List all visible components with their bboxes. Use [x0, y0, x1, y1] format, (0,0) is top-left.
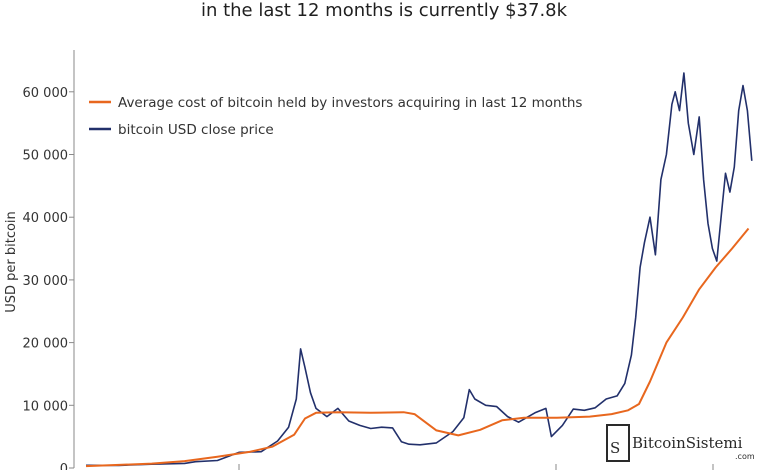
y-tick-label: 50 000 — [23, 149, 69, 164]
y-tick-label: 0 — [60, 462, 68, 470]
y-tick-label: 20 000 — [23, 337, 69, 352]
y-tick-label: 30 000 — [23, 274, 69, 289]
watermark-brand: BitcoinSistemi — [632, 434, 743, 452]
logo-letter: S — [610, 439, 620, 457]
y-tick-label: 60 000 — [23, 86, 69, 101]
y-axis-ticks: 0 10 000 20 000 30 000 40 000 50 000 60 000 — [23, 86, 74, 470]
axes — [73, 50, 714, 470]
legend: Average cost of bitcoin held by investor… — [89, 95, 582, 138]
watermark-suffix: .com — [735, 452, 755, 461]
series-line-average-cost — [85, 227, 750, 468]
series-lines — [85, 72, 753, 468]
legend-label: bitcoin USD close price — [118, 122, 274, 138]
legend-label: Average cost of bitcoin held by investor… — [118, 95, 582, 111]
y-axis-label: USD per bitcoin — [4, 211, 19, 313]
chart-title: in the last 12 months is currently $37.8… — [200, 0, 568, 21]
series-line-price — [85, 72, 753, 467]
y-tick-label: 10 000 — [23, 399, 69, 414]
watermark-logo: S BitcoinSistemi.com — [606, 424, 755, 462]
logo-mark — [606, 424, 630, 462]
y-tick-label: 40 000 — [23, 211, 69, 226]
